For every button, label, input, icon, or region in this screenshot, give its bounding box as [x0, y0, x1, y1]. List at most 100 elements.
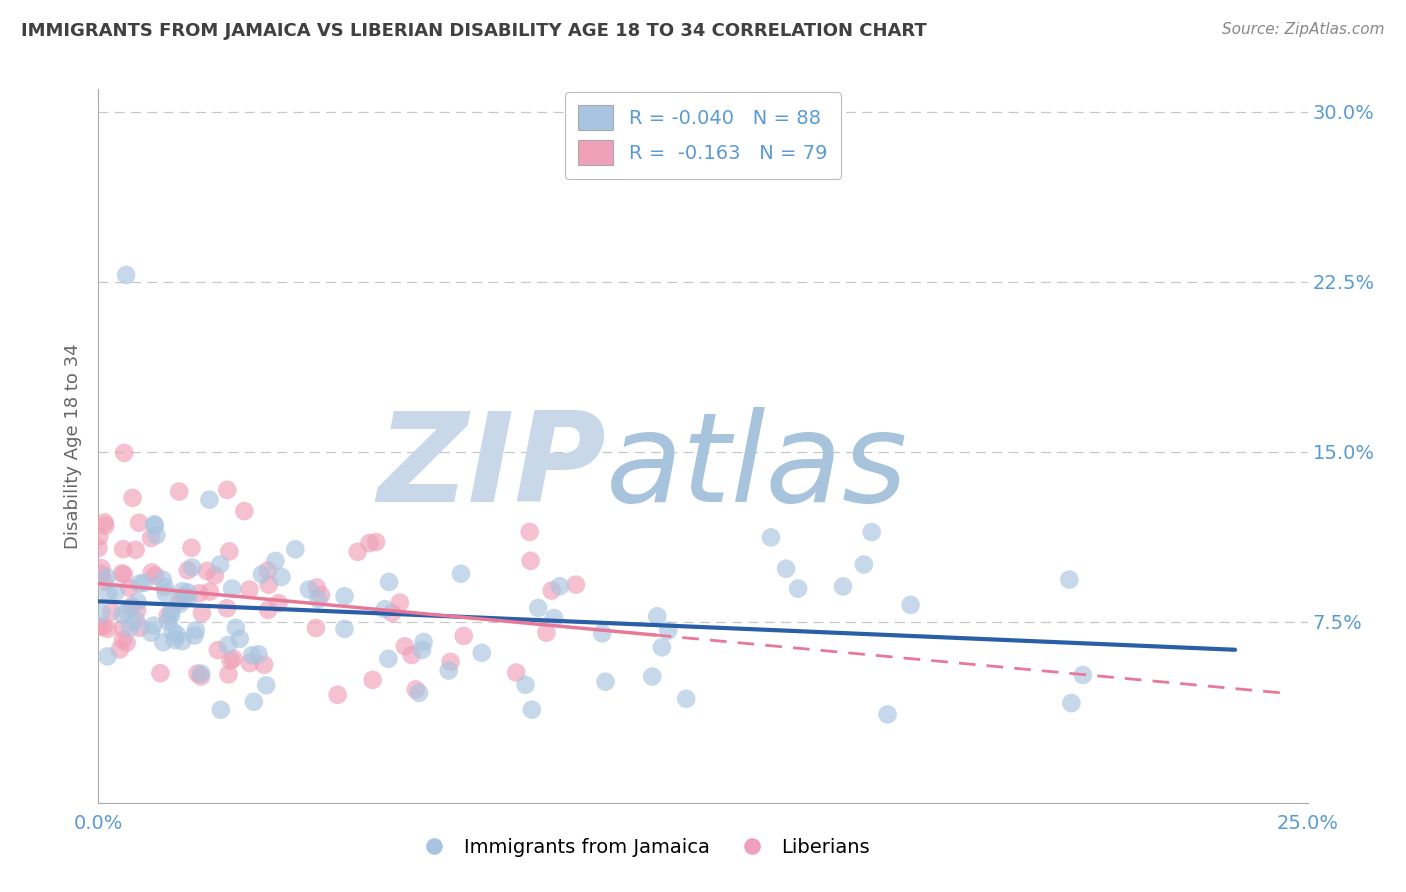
Point — [305, 621, 328, 635]
Point — [115, 268, 138, 282]
Point — [852, 558, 875, 572]
Point — [93, 620, 115, 634]
Point — [374, 602, 396, 616]
Point — [204, 568, 226, 582]
Point — [394, 640, 416, 654]
Point — [162, 624, 184, 638]
Point — [191, 606, 214, 620]
Point — [775, 562, 797, 576]
Point — [157, 614, 180, 628]
Point — [217, 638, 239, 652]
Point — [153, 580, 176, 594]
Point — [112, 542, 135, 557]
Point — [257, 577, 280, 591]
Point — [87, 541, 110, 555]
Point — [177, 585, 200, 599]
Point — [156, 608, 179, 623]
Point — [219, 654, 242, 668]
Point — [94, 518, 117, 533]
Point — [412, 635, 434, 649]
Point — [651, 640, 673, 655]
Point — [900, 598, 922, 612]
Point — [125, 603, 148, 617]
Point — [198, 492, 221, 507]
Point — [333, 589, 356, 603]
Point — [209, 558, 232, 572]
Point — [172, 634, 194, 648]
Point — [450, 566, 472, 581]
Point — [89, 530, 111, 544]
Point — [90, 561, 112, 575]
Point — [184, 623, 207, 637]
Text: ZIP: ZIP — [378, 407, 606, 528]
Point — [215, 601, 238, 615]
Point — [240, 648, 263, 663]
Point — [111, 632, 134, 647]
Point — [152, 635, 174, 649]
Point — [437, 664, 460, 678]
Point — [860, 524, 883, 539]
Point — [112, 567, 135, 582]
Point — [243, 695, 266, 709]
Point — [254, 678, 277, 692]
Point — [181, 560, 204, 574]
Point — [96, 622, 118, 636]
Point — [267, 596, 290, 610]
Text: atlas: atlas — [606, 407, 908, 528]
Point — [183, 629, 205, 643]
Point — [239, 656, 262, 670]
Point — [145, 528, 167, 542]
Point — [381, 606, 404, 620]
Point — [90, 566, 112, 581]
Point — [326, 688, 349, 702]
Point — [96, 649, 118, 664]
Point — [188, 586, 211, 600]
Point — [238, 582, 260, 597]
Point — [401, 648, 423, 662]
Point — [222, 651, 245, 665]
Point — [128, 576, 150, 591]
Point — [247, 647, 270, 661]
Point — [548, 579, 571, 593]
Point — [172, 584, 194, 599]
Point — [645, 609, 668, 624]
Point — [190, 666, 212, 681]
Point — [366, 535, 388, 549]
Point — [139, 625, 162, 640]
Point — [270, 570, 292, 584]
Text: Source: ZipAtlas.com: Source: ZipAtlas.com — [1222, 22, 1385, 37]
Point — [124, 542, 146, 557]
Point — [787, 582, 810, 596]
Point — [520, 703, 543, 717]
Point — [408, 686, 430, 700]
Point — [229, 632, 252, 646]
Point — [104, 585, 127, 599]
Point — [307, 592, 329, 607]
Point — [108, 642, 131, 657]
Point — [121, 491, 143, 505]
Point — [309, 588, 332, 602]
Point — [439, 655, 461, 669]
Point — [169, 593, 191, 607]
Point — [471, 646, 494, 660]
Point — [177, 563, 200, 577]
Point — [177, 591, 200, 605]
Point — [361, 673, 384, 687]
Point — [163, 633, 186, 648]
Point — [167, 484, 190, 499]
Point — [93, 516, 115, 530]
Point — [132, 575, 155, 590]
Point — [217, 483, 239, 497]
Point — [333, 622, 356, 636]
Point — [536, 625, 558, 640]
Point — [346, 545, 368, 559]
Point — [142, 618, 165, 632]
Point — [121, 599, 143, 614]
Point — [96, 570, 118, 584]
Point — [143, 517, 166, 532]
Point — [256, 564, 278, 578]
Point — [97, 587, 120, 601]
Point — [111, 621, 134, 635]
Point — [139, 531, 162, 545]
Point — [198, 584, 221, 599]
